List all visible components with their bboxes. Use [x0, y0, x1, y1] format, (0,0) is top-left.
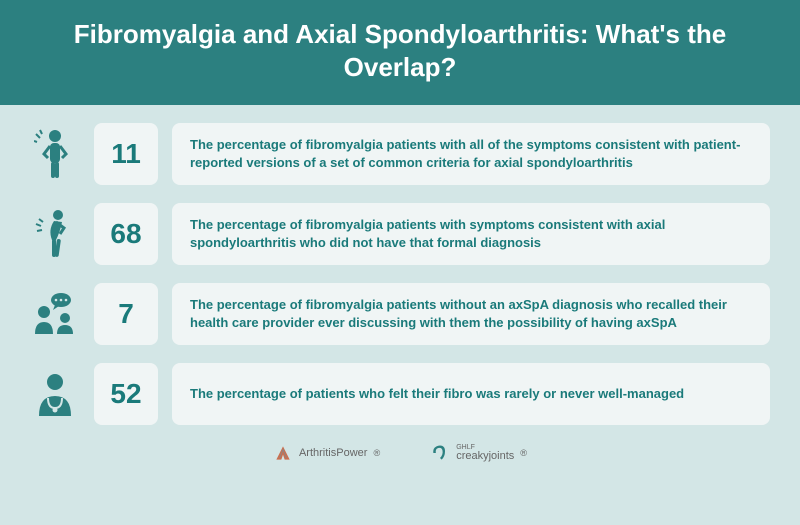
stat-row: 7 The percentage of fibromyalgia patient… [30, 283, 770, 345]
stats-list: 11 The percentage of fibromyalgia patien… [0, 105, 800, 471]
doctor-talk-icon [30, 290, 80, 338]
arthritispower-logo: ArthritisPower® [273, 443, 380, 463]
stat-description: The percentage of fibromyalgia patients … [172, 123, 770, 185]
arthritispower-label: ArthritisPower [299, 447, 367, 459]
stat-row: 52 The percentage of patients who felt t… [30, 363, 770, 425]
stat-description: The percentage of fibromyalgia patients … [172, 283, 770, 345]
stat-description: The percentage of fibromyalgia patients … [172, 203, 770, 265]
stat-value: 7 [94, 283, 158, 345]
stat-description: The percentage of patients who felt thei… [172, 363, 770, 425]
page-title: Fibromyalgia and Axial Spondyloarthritis… [30, 18, 770, 83]
stat-value: 68 [94, 203, 158, 265]
footer-logos: ArthritisPower® GHLF creakyjoints ® [30, 443, 770, 463]
back-pain-icon [30, 208, 80, 260]
person-pain-icon [30, 128, 80, 180]
creakyjoints-icon [430, 443, 450, 463]
doctor-icon [30, 370, 80, 418]
stat-row: 11 The percentage of fibromyalgia patien… [30, 123, 770, 185]
creakyjoints-logo: GHLF creakyjoints ® [430, 443, 527, 463]
creakyjoints-label: creakyjoints [456, 451, 514, 462]
stat-row: 68 The percentage of fibromyalgia patien… [30, 203, 770, 265]
stat-value: 11 [94, 123, 158, 185]
stat-value: 52 [94, 363, 158, 425]
header-banner: Fibromyalgia and Axial Spondyloarthritis… [0, 0, 800, 105]
arthritispower-icon [273, 443, 293, 463]
